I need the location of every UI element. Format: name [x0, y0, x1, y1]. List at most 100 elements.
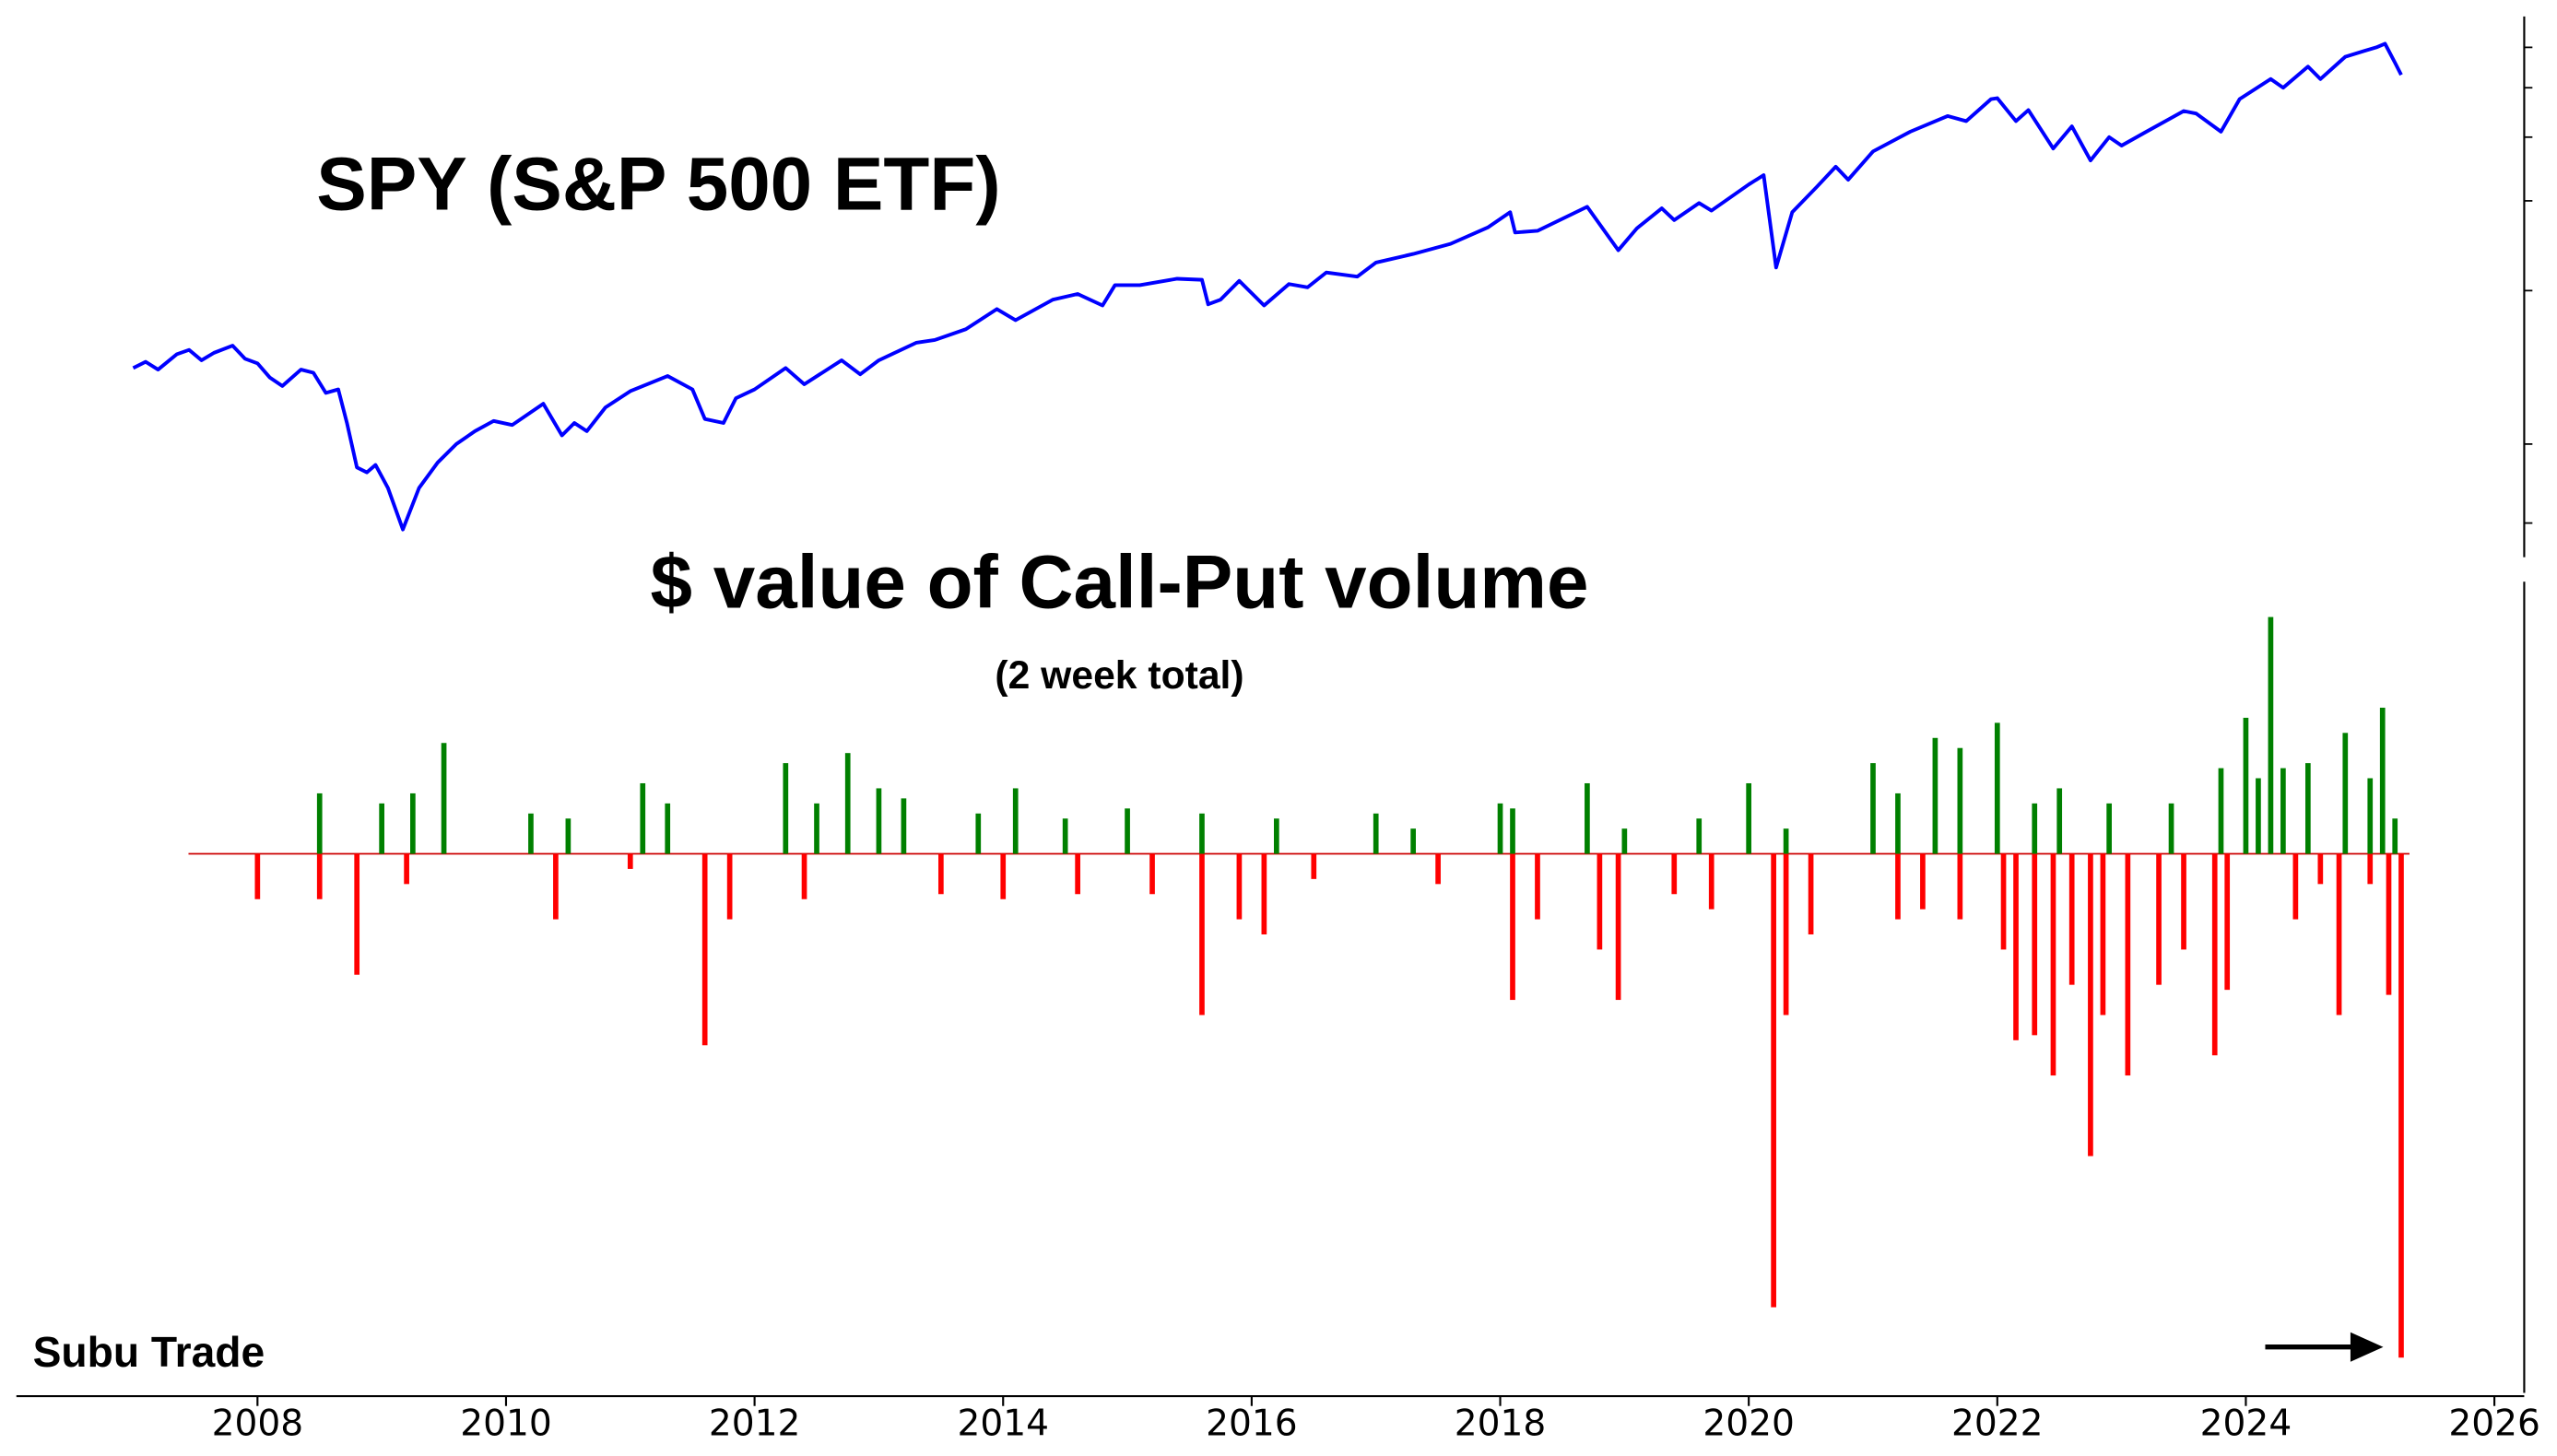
- bar: [1435, 853, 1441, 885]
- bar: [1746, 782, 1752, 854]
- line-title: SPY (S&P 500 ETF): [316, 143, 1000, 227]
- bar: [2156, 853, 2162, 985]
- x-tick-label: 2014: [957, 1403, 1049, 1445]
- bar: [1311, 853, 1317, 879]
- bar: [726, 853, 733, 920]
- x-tick-label: 2012: [709, 1403, 801, 1445]
- bar: [2068, 853, 2075, 985]
- bar: [876, 788, 882, 854]
- bar: [553, 853, 559, 920]
- bar: [441, 743, 447, 854]
- bar: [665, 803, 671, 854]
- bar: [2256, 778, 2261, 854]
- bar: [1000, 853, 1007, 899]
- x-tick-label: 2016: [1206, 1403, 1298, 1445]
- bar: [1373, 813, 1379, 854]
- bar: [2367, 778, 2374, 854]
- bar: [2106, 803, 2112, 854]
- bar: [2398, 853, 2404, 1358]
- bar: [1783, 828, 1789, 854]
- bar: [410, 793, 416, 854]
- bar: [2386, 853, 2392, 995]
- bar: [1075, 853, 1080, 895]
- bar: [1808, 853, 1814, 934]
- x-tick-label: 2008: [212, 1403, 304, 1445]
- bar: [528, 813, 534, 854]
- bar: [2050, 853, 2056, 1076]
- bar: [316, 793, 323, 854]
- bar: [1696, 818, 1703, 854]
- bar: [1062, 818, 1068, 854]
- bar: [1895, 793, 1901, 854]
- bar: [1125, 808, 1130, 854]
- bar: [1957, 747, 1963, 854]
- bar: [1708, 853, 1714, 910]
- bar: [2280, 768, 2286, 854]
- bar: [1615, 853, 1621, 1001]
- bar: [1012, 788, 1019, 854]
- bar: [2268, 616, 2274, 854]
- bar: [2168, 803, 2174, 854]
- bar: [2218, 768, 2224, 854]
- x-tick-label: 2024: [2200, 1403, 2292, 1445]
- bar: [1510, 808, 1515, 854]
- bar: [1274, 818, 1279, 854]
- bar: [1932, 737, 1938, 854]
- bar: [1597, 853, 1603, 950]
- x-tick-label: 2026: [2448, 1403, 2540, 1445]
- bar: [2392, 818, 2398, 854]
- bar: [1671, 853, 1678, 895]
- bar: [2100, 853, 2106, 1016]
- bar: [814, 803, 819, 854]
- bar: [1199, 853, 1205, 1016]
- bar: [2336, 853, 2342, 1016]
- bar: [627, 853, 633, 869]
- x-tick-label: 2020: [1703, 1403, 1795, 1445]
- bar: [1621, 828, 1628, 854]
- bar: [937, 853, 944, 895]
- bar: [1895, 853, 1901, 920]
- bar: [1771, 853, 1776, 1308]
- bar: [783, 763, 789, 854]
- bar: [2367, 853, 2374, 885]
- bar: [2032, 853, 2038, 1036]
- bar: [354, 853, 360, 975]
- bar: [1920, 853, 1926, 910]
- bar: [1783, 853, 1789, 1016]
- bar: [565, 818, 571, 854]
- bar: [2013, 853, 2019, 1040]
- bar: [2125, 853, 2131, 1076]
- bar: [1149, 853, 1155, 895]
- bar-subtitle: (2 week total): [995, 653, 1243, 698]
- bar: [404, 853, 409, 885]
- bar: [2224, 853, 2231, 991]
- bar: [801, 853, 807, 899]
- bar: [844, 753, 851, 854]
- bar: [2243, 717, 2249, 854]
- bar: [901, 798, 907, 854]
- bar: [2181, 853, 2186, 950]
- x-tick-label: 2022: [1951, 1403, 2044, 1445]
- annotation: Subu Trade: [33, 1328, 265, 1376]
- bar: [2305, 763, 2311, 854]
- bar: [2317, 853, 2324, 885]
- bar: [2088, 853, 2093, 1157]
- bar: [1261, 853, 1267, 934]
- bar: [2379, 707, 2386, 854]
- bar: [2211, 853, 2218, 1056]
- bar: [2342, 733, 2349, 854]
- bar: [701, 853, 708, 1046]
- bar: [1870, 763, 1876, 854]
- bar: [1585, 782, 1590, 854]
- bar: [2032, 803, 2038, 854]
- bar: [2056, 788, 2063, 854]
- bar: [1535, 853, 1540, 920]
- bar: [2000, 853, 2007, 950]
- x-tick-label: 2018: [1455, 1403, 1547, 1445]
- bar: [1410, 828, 1416, 854]
- bar: [640, 782, 646, 854]
- price-line: [132, 41, 2403, 532]
- bar: [1994, 722, 2000, 854]
